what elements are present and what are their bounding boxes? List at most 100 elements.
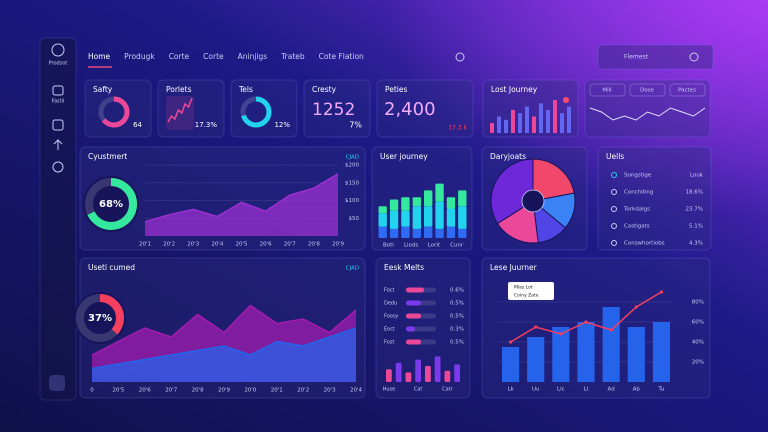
mini-bar xyxy=(539,103,543,133)
nav-item[interactable]: Home xyxy=(88,52,111,61)
sidebar xyxy=(39,37,77,401)
nav-item[interactable]: Corte xyxy=(203,52,224,61)
row-value: 4.3% xyxy=(689,241,703,247)
search-icon[interactable] xyxy=(455,52,465,62)
bar-segment xyxy=(458,190,467,207)
panel-title: Cyustmert xyxy=(88,152,127,161)
x-tick-label: 20'0 xyxy=(244,388,257,394)
bar xyxy=(454,364,460,382)
bar-segment xyxy=(412,197,421,207)
bar xyxy=(386,369,392,382)
bar xyxy=(552,327,570,382)
bar-segment xyxy=(412,206,421,229)
tab[interactable] xyxy=(589,83,626,97)
ring-arc xyxy=(85,178,137,230)
bar xyxy=(502,347,520,382)
line-point xyxy=(584,320,588,324)
panel xyxy=(376,79,474,138)
logo-text: Prodsot xyxy=(49,61,68,67)
tooltip-text: Coiny Zate xyxy=(514,293,539,299)
row-value: 18.6% xyxy=(686,190,703,196)
nav-item[interactable]: Trateb xyxy=(280,52,305,61)
panel-title: Useti cumed xyxy=(88,263,135,272)
side-item[interactable]: Fastil xyxy=(52,99,65,105)
row-icon xyxy=(611,223,617,229)
nav-item[interactable]: Cote Flation xyxy=(319,52,364,61)
spark-bg xyxy=(166,96,194,130)
nav-item[interactable]: Produgk xyxy=(124,52,155,61)
x-tick-label: 20'9 xyxy=(218,388,231,394)
kpi-title: Tels xyxy=(238,85,253,94)
h-bar xyxy=(406,287,424,293)
nav-icon[interactable] xyxy=(52,85,64,96)
kpi-title: Porlets xyxy=(166,85,192,94)
mini-bar xyxy=(490,123,494,133)
tab-label[interactable]: Pactes xyxy=(678,88,696,94)
bar-segment xyxy=(446,197,456,209)
tab[interactable] xyxy=(629,83,666,97)
ring-arc xyxy=(98,96,130,128)
tab-label[interactable]: Dose xyxy=(640,88,654,94)
x-tick-label: 20'8 xyxy=(192,388,205,394)
bar-segment xyxy=(389,210,399,229)
x-tick-label: Tu xyxy=(657,387,664,393)
kpi-value: 12% xyxy=(274,121,290,129)
x-tick-label: Catr xyxy=(442,387,454,393)
kpi-title: Lost Journey xyxy=(491,85,538,94)
panel xyxy=(303,79,371,138)
h-bar xyxy=(406,300,421,306)
bar xyxy=(627,327,645,382)
x-tick-label: 20'1 xyxy=(139,242,151,248)
bar-segment xyxy=(424,206,433,227)
pie-slice xyxy=(532,158,575,202)
nav-item[interactable]: Corte xyxy=(169,52,190,61)
area-line xyxy=(91,327,357,370)
mini-bar xyxy=(504,119,508,133)
h-bar xyxy=(406,313,421,319)
bar-segment xyxy=(401,210,410,227)
panel-title: Daryjoats xyxy=(490,152,526,161)
nav-icon[interactable] xyxy=(52,161,64,173)
x-tick-label: 20'2 xyxy=(163,242,175,248)
pie-hole xyxy=(521,189,545,213)
bar xyxy=(405,372,412,382)
row-value: Louk xyxy=(690,173,704,179)
nav-item[interactable]: Aninjigs xyxy=(238,52,268,61)
x-tick-label: 20'3 xyxy=(324,388,337,394)
user-button[interactable] xyxy=(49,375,65,391)
mini-bar xyxy=(560,113,564,133)
bar xyxy=(652,322,670,382)
row-value: 5.1% xyxy=(689,224,703,230)
mini-bar xyxy=(497,116,501,133)
x-tick-label: 20'6 xyxy=(260,242,273,248)
value-label: 0.6% xyxy=(450,288,464,294)
bar-segment xyxy=(424,226,433,238)
x-tick-label: Liods xyxy=(404,243,418,249)
pie-slice xyxy=(490,158,534,225)
nav-icon[interactable] xyxy=(53,139,63,150)
top-bar xyxy=(597,44,714,70)
kpi-title: Peties xyxy=(385,85,408,94)
x-tick-label: Huse xyxy=(383,387,396,393)
row-label: Eoct xyxy=(384,327,395,333)
panel xyxy=(371,146,473,251)
y-tick-label: $150 xyxy=(345,180,359,186)
nav-icon[interactable] xyxy=(52,119,64,131)
row-icon xyxy=(611,172,617,178)
top-button[interactable]: Flemest xyxy=(624,54,648,61)
tab[interactable] xyxy=(669,83,706,97)
kpi-title: Cresty xyxy=(312,85,337,94)
kpi-value: 64 xyxy=(133,121,142,129)
user-icon[interactable] xyxy=(689,52,699,62)
value-label: 0.3% xyxy=(450,327,464,333)
panel xyxy=(84,79,152,138)
y-tick-label: 40% xyxy=(692,340,704,346)
sparkline xyxy=(167,97,193,123)
tab-label[interactable]: Mill xyxy=(602,88,612,94)
x-tick-label: 20'6 xyxy=(139,388,152,394)
area-line xyxy=(91,304,357,356)
area-line xyxy=(144,173,339,223)
kpi-value: 2,400 xyxy=(384,99,436,120)
bar-segment xyxy=(401,226,410,238)
